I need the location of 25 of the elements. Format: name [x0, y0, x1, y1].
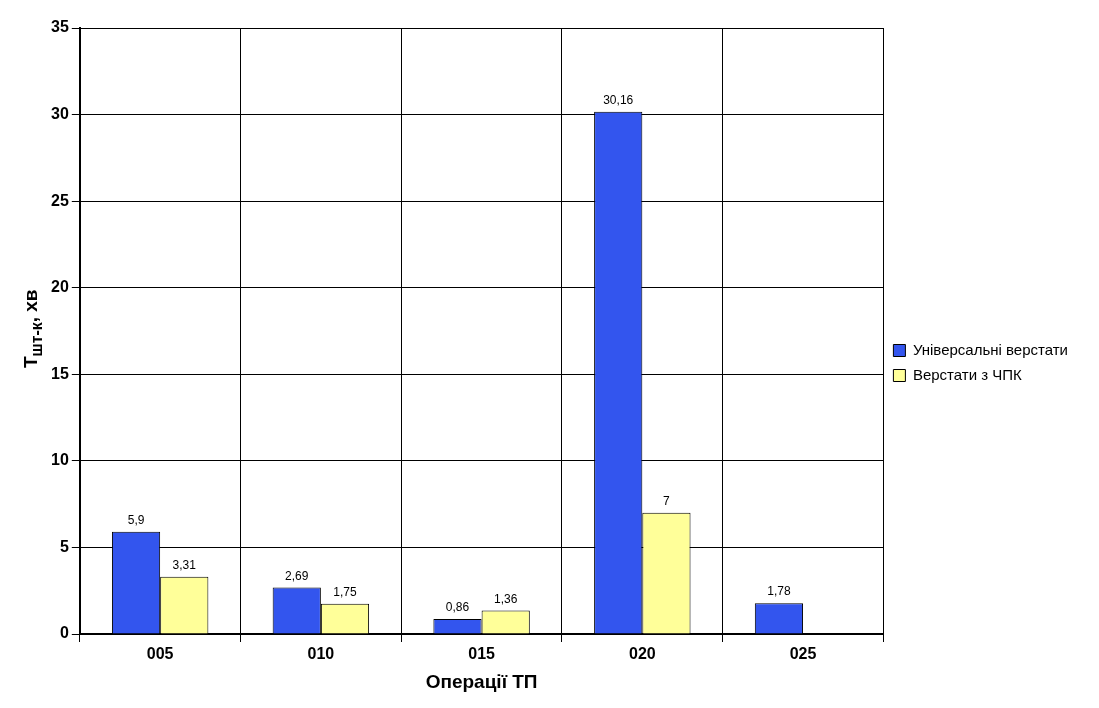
- x-tick-label: 015: [468, 645, 496, 663]
- data-label: 7: [663, 494, 671, 509]
- data-label: 1,36: [494, 591, 518, 606]
- x-tick-label: 010: [307, 645, 335, 663]
- data-label: 2,69: [285, 568, 309, 583]
- y-tick-label: 20: [51, 278, 69, 296]
- legend-label: Верстати з ЧПК: [912, 365, 1023, 383]
- x-axis-title: Операції ТП: [425, 670, 538, 692]
- data-label: 0,86: [445, 600, 470, 615]
- data-label: 1,75: [333, 585, 357, 600]
- x-tick-label: 005: [146, 645, 174, 663]
- y-tick-label: 5: [59, 537, 69, 555]
- y-tick-label: 35: [51, 18, 69, 36]
- y-tick-label: 0: [59, 624, 69, 642]
- y-tick-label: 15: [51, 364, 69, 382]
- y-tick-label: 10: [51, 451, 69, 469]
- y-tick-label: 25: [51, 191, 69, 209]
- data-label: 30,16: [603, 93, 634, 108]
- y-tick-label: 30: [51, 104, 69, 122]
- x-tick-label: 020: [628, 645, 656, 663]
- data-label: 5,9: [127, 513, 145, 528]
- data-label: 3,31: [172, 558, 197, 572]
- legend-label: Універсальні верстати: [912, 340, 1069, 358]
- data-label: 1,78: [767, 584, 791, 599]
- x-tick-label: 025: [789, 645, 817, 663]
